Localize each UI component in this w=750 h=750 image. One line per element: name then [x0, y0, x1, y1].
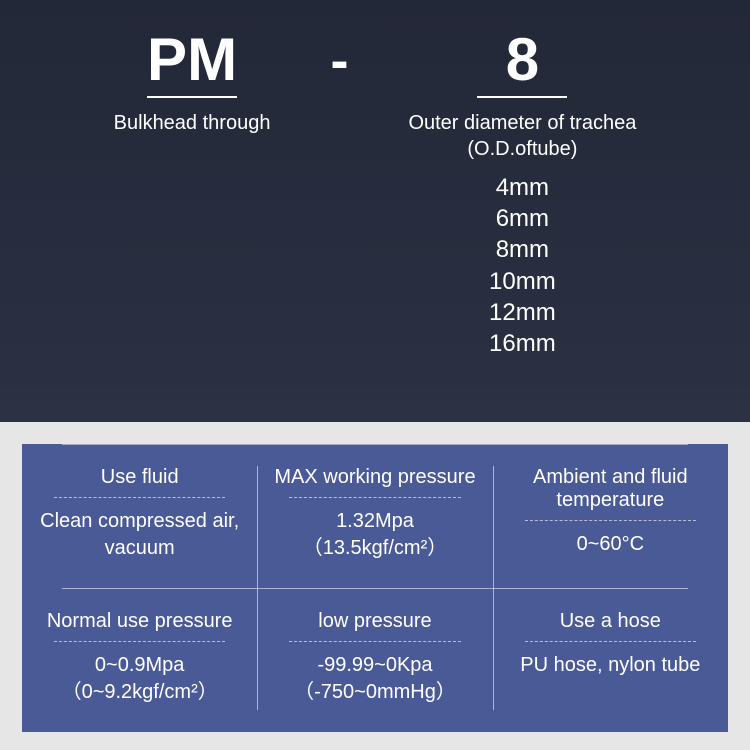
- spec-title: low pressure: [271, 610, 478, 633]
- sizes-list: 4mm 6mm 8mm 10mm 12mm 16mm: [489, 172, 556, 359]
- size-item: 12mm: [489, 297, 556, 328]
- divider-dashed: [289, 641, 460, 642]
- spec-cell-temperature: Ambient and fluid temperature 0~60°C: [493, 444, 728, 588]
- spec-cell-low-pressure: low pressure -99.99~0Kpa（-750~0mmHg）: [257, 588, 492, 732]
- spec-title: MAX working pressure: [271, 466, 478, 489]
- divider-dashed: [525, 520, 696, 521]
- divider-dashed: [54, 641, 225, 642]
- size-item: 16mm: [489, 328, 556, 359]
- model-left-block: PM Bulkhead through: [114, 30, 271, 136]
- spec-value: 0~0.9Mpa（0~9.2kgf/cm²）: [36, 652, 243, 706]
- spec-title: Normal use pressure: [36, 610, 243, 633]
- spec-title: Use a hose: [507, 610, 714, 633]
- model-right-code: 8: [477, 30, 567, 98]
- spec-value: 1.32Mpa（13.5kgf/cm²）: [271, 508, 478, 562]
- spec-cell-use-fluid: Use fluid Clean compressed air, vacuum: [22, 444, 257, 588]
- spec-title: Ambient and fluid temperature: [507, 466, 714, 512]
- model-left-caption: Bulkhead through: [114, 110, 271, 136]
- spec-value: 0~60°C: [507, 531, 714, 558]
- model-left-code: PM: [147, 30, 237, 98]
- divider-dashed: [289, 497, 460, 498]
- spec-cell-max-pressure: MAX working pressure 1.32Mpa（13.5kgf/cm²…: [257, 444, 492, 588]
- size-item: 10mm: [489, 266, 556, 297]
- size-item: 6mm: [489, 203, 556, 234]
- specs-panel-wrap: Use fluid Clean compressed air, vacuum M…: [0, 422, 750, 750]
- model-right-block: 8 Outer diameter of trachea (O.D.oftube)…: [408, 30, 636, 359]
- size-item: 8mm: [489, 234, 556, 265]
- spec-value: -99.99~0Kpa（-750~0mmHg）: [271, 652, 478, 706]
- specs-table: Use fluid Clean compressed air, vacuum M…: [22, 444, 728, 732]
- specs-row-1: Use fluid Clean compressed air, vacuum M…: [22, 444, 728, 588]
- model-right-caption: Outer diameter of trachea (O.D.oftube): [408, 110, 636, 162]
- spec-cell-normal-pressure: Normal use pressure 0~0.9Mpa（0~9.2kgf/cm…: [22, 588, 257, 732]
- divider-dashed: [525, 641, 696, 642]
- spec-title: Use fluid: [36, 466, 243, 489]
- spec-value: Clean compressed air, vacuum: [36, 508, 243, 562]
- spec-value: PU hose, nylon tube: [507, 652, 714, 679]
- vertical-divider: [493, 466, 494, 710]
- specs-row-2: Normal use pressure 0~0.9Mpa（0~9.2kgf/cm…: [22, 588, 728, 732]
- model-dash: -: [330, 30, 348, 88]
- model-code-row: PM Bulkhead through - 8 Outer diameter o…: [0, 30, 750, 359]
- spec-cell-hose: Use a hose PU hose, nylon tube: [493, 588, 728, 732]
- vertical-divider: [257, 466, 258, 710]
- divider-dashed: [54, 497, 225, 498]
- model-header: PM Bulkhead through - 8 Outer diameter o…: [0, 0, 750, 359]
- size-item: 4mm: [489, 172, 556, 203]
